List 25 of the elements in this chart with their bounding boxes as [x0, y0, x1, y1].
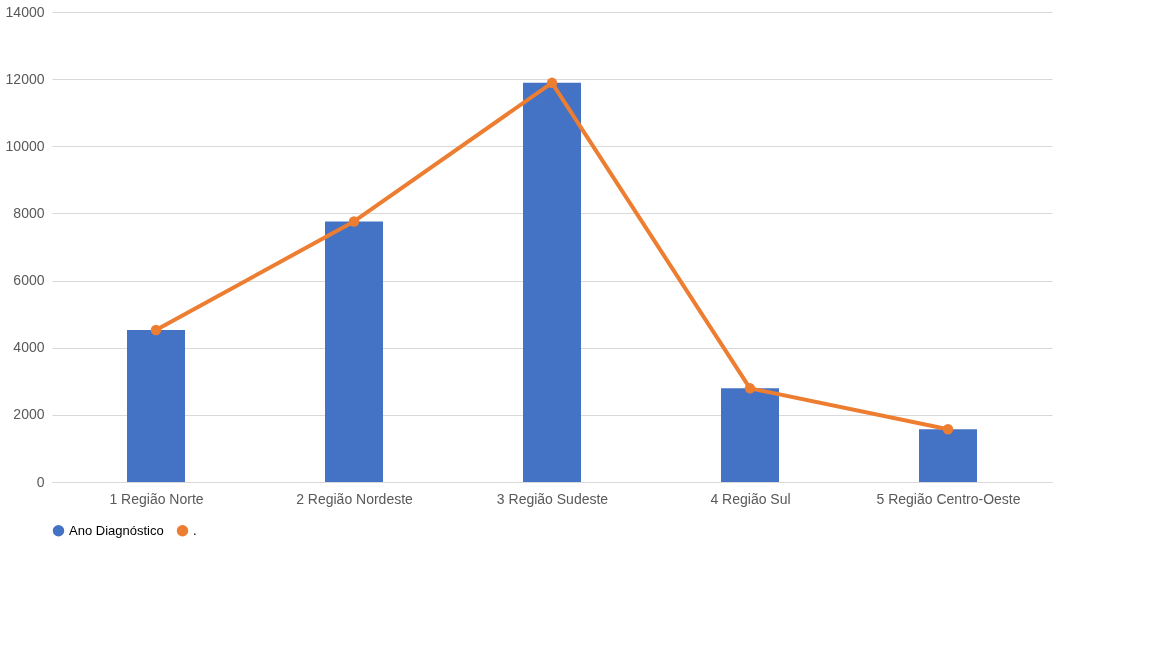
- x-tick-label: 3 Região Sudeste: [496, 490, 609, 507]
- x-tick-label: 2 Região Nordeste: [296, 490, 414, 507]
- point: [546, 77, 558, 89]
- y-tick-label: 10000: [5, 137, 45, 154]
- bar: [721, 388, 779, 482]
- x-tick-label: 4 Região Sul: [710, 490, 791, 507]
- y-tick-label: 0: [36, 473, 45, 490]
- y-tick-label: 14000: [5, 3, 45, 20]
- point: [744, 383, 756, 394]
- bar: [127, 329, 185, 482]
- bar: [325, 221, 383, 482]
- point: [348, 216, 360, 227]
- legend-label: .: [193, 522, 197, 538]
- y-tick-label: 4000: [13, 339, 45, 356]
- y-tick-label: 6000: [13, 272, 45, 289]
- y-tick-label: 12000: [5, 70, 45, 87]
- y-tick-label: 2000: [13, 406, 45, 423]
- bar: [523, 82, 581, 482]
- legend-label: Ano Diagnóstico: [69, 522, 164, 538]
- point: [942, 424, 954, 435]
- bar: [919, 429, 977, 482]
- y-tick-label: 8000: [13, 204, 45, 221]
- x-tick-label: 1 Região Norte: [109, 490, 204, 507]
- point: [150, 324, 162, 336]
- x-tick-label: 5 Região Centro-Oeste: [876, 490, 1021, 507]
